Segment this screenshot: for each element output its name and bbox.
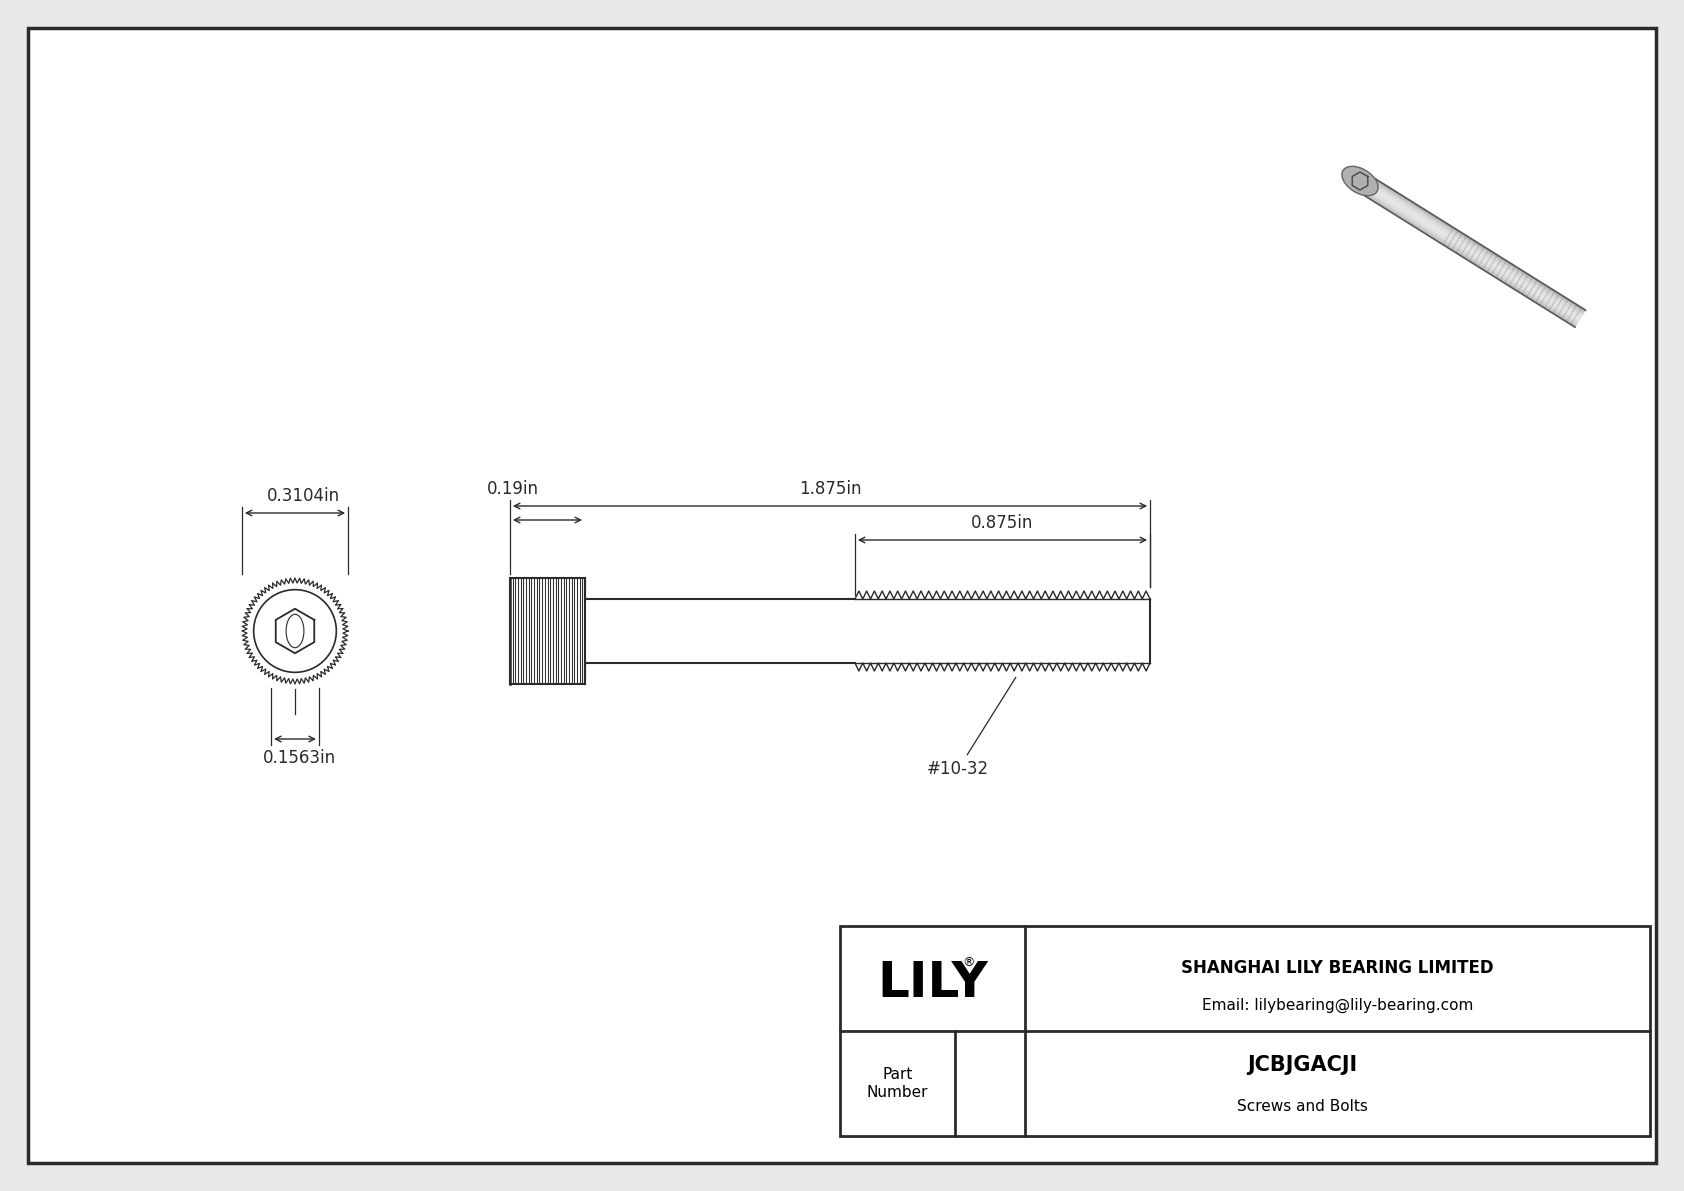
Text: SHANGHAI LILY BEARING LIMITED: SHANGHAI LILY BEARING LIMITED xyxy=(1180,959,1494,977)
Ellipse shape xyxy=(286,615,303,648)
Text: 0.19in: 0.19in xyxy=(487,480,539,498)
Text: Screws and Bolts: Screws and Bolts xyxy=(1238,1099,1367,1114)
Text: 0.875in: 0.875in xyxy=(972,515,1034,532)
Text: 0.1563in: 0.1563in xyxy=(263,749,335,767)
Circle shape xyxy=(254,590,337,673)
Text: #10-32: #10-32 xyxy=(928,678,1015,778)
Text: Email: lilybearing@lily-bearing.com: Email: lilybearing@lily-bearing.com xyxy=(1202,998,1474,1014)
Text: 0.3104in: 0.3104in xyxy=(266,487,340,505)
Text: 1.875in: 1.875in xyxy=(798,480,861,498)
Text: LILY: LILY xyxy=(877,959,989,1006)
Text: ®: ® xyxy=(963,956,975,969)
Text: Part
Number: Part Number xyxy=(867,1067,928,1099)
Bar xyxy=(840,925,1650,1136)
Ellipse shape xyxy=(1342,167,1378,195)
Bar xyxy=(510,578,584,684)
Text: JCBJGACJI: JCBJGACJI xyxy=(1248,1054,1357,1074)
